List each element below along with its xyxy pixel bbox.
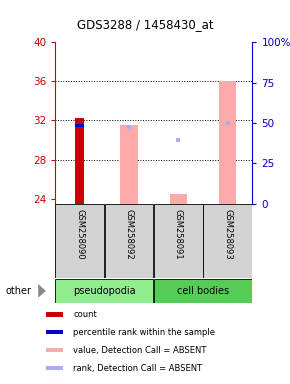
- Text: rank, Detection Call = ABSENT: rank, Detection Call = ABSENT: [73, 364, 202, 372]
- Bar: [154, 279, 252, 303]
- Text: GSM258092: GSM258092: [124, 209, 134, 259]
- Bar: [203, 204, 252, 278]
- Text: pseudopodia: pseudopodia: [73, 286, 136, 296]
- Text: count: count: [73, 310, 97, 319]
- Bar: [46, 313, 63, 317]
- Bar: [46, 330, 63, 334]
- Bar: [75, 118, 84, 204]
- Bar: [55, 279, 153, 303]
- Bar: [105, 204, 153, 278]
- Text: GSM258090: GSM258090: [75, 209, 84, 259]
- Text: value, Detection Call = ABSENT: value, Detection Call = ABSENT: [73, 346, 206, 355]
- Text: GDS3288 / 1458430_at: GDS3288 / 1458430_at: [77, 18, 213, 31]
- Polygon shape: [38, 284, 46, 298]
- Bar: [170, 194, 187, 204]
- Bar: [46, 348, 63, 352]
- Bar: [120, 125, 138, 204]
- Bar: [46, 366, 63, 370]
- Bar: [55, 204, 104, 278]
- Text: GSM258093: GSM258093: [223, 209, 232, 260]
- Text: cell bodies: cell bodies: [177, 286, 229, 296]
- Bar: [154, 204, 203, 278]
- Text: percentile rank within the sample: percentile rank within the sample: [73, 328, 215, 337]
- Bar: [75, 124, 84, 127]
- Bar: [219, 81, 236, 204]
- Text: other: other: [6, 286, 32, 296]
- Text: GSM258091: GSM258091: [174, 209, 183, 259]
